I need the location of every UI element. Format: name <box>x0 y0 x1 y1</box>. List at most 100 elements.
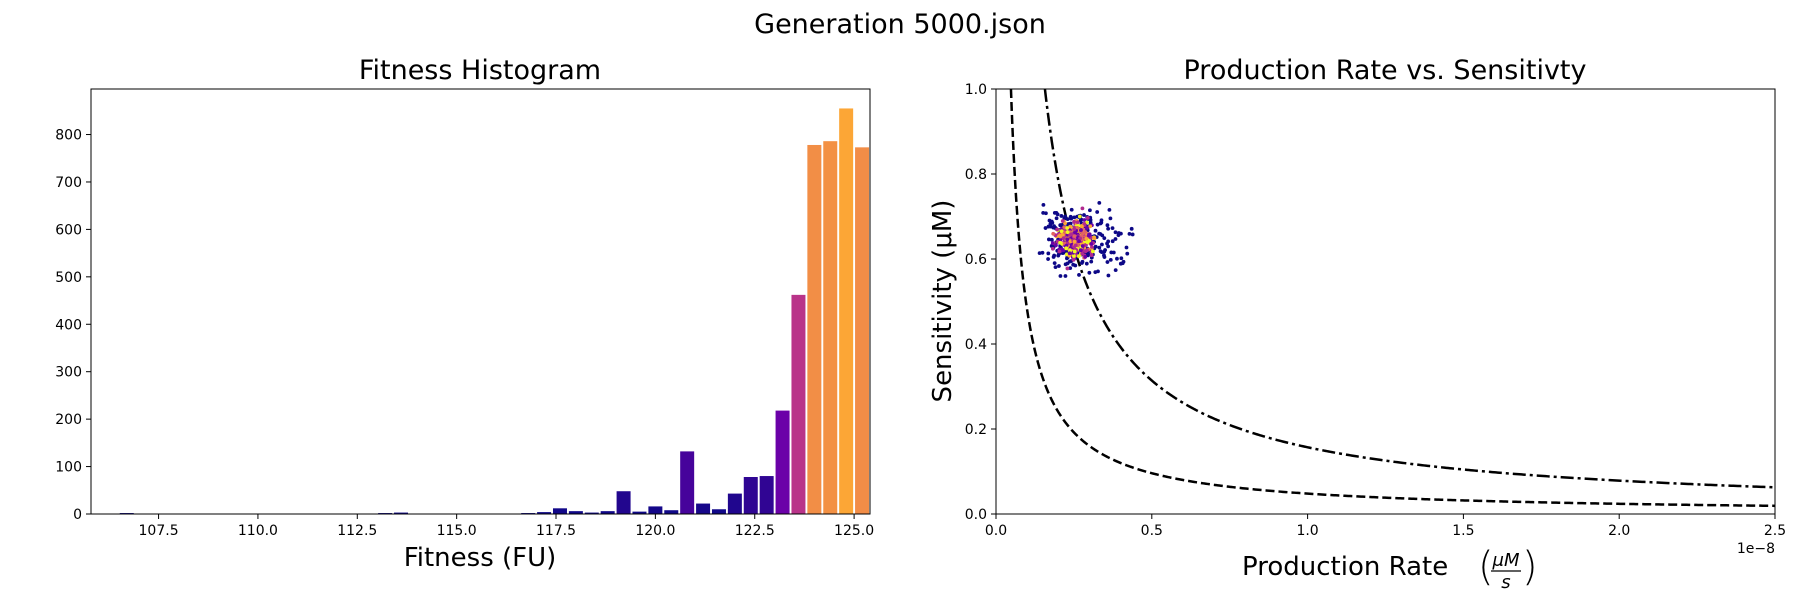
scatter-point <box>1090 249 1095 254</box>
scatter-point <box>1046 257 1050 261</box>
scatter-point <box>1072 249 1077 254</box>
scatter-point <box>1124 245 1129 250</box>
histogram-y-tick-label: 800 <box>55 128 82 144</box>
scatter-point <box>1095 210 1100 214</box>
scatter-x-label-left-paren: ( <box>1478 544 1494 590</box>
scatter-point <box>1050 246 1055 251</box>
scatter-point <box>1090 245 1094 249</box>
scatter-point <box>1098 221 1103 226</box>
scatter-x-tick-label: 1.5 <box>1452 523 1474 539</box>
scatter-point <box>1078 218 1083 223</box>
scatter-point <box>1076 254 1081 259</box>
scatter-point <box>1086 233 1091 238</box>
scatter-x-ticks: 0.0 0.5 1.0 1.5 2.0 2.5 <box>985 514 1786 539</box>
scatter-x-label-unit-denominator: s <box>1501 572 1510 593</box>
scatter-point <box>1105 260 1110 264</box>
histogram-bar-16 <box>711 509 726 514</box>
scatter-point <box>1067 259 1072 264</box>
scatter-point <box>1092 236 1097 241</box>
scatter-point <box>1050 241 1055 246</box>
scatter-point <box>1054 216 1059 221</box>
histogram-x-tick-label: 115.0 <box>437 523 477 539</box>
scatter-point <box>1043 226 1048 230</box>
histogram-axes-frame <box>90 88 871 515</box>
scatter-x-offset-label: 1e−8 <box>1737 541 1775 557</box>
scatter-point <box>1088 208 1092 213</box>
scatter-point <box>1068 225 1072 229</box>
scatter-point <box>1113 237 1118 241</box>
histogram-y-tick-label: 700 <box>55 175 82 191</box>
scatter-point <box>1057 264 1061 268</box>
scatter-point <box>1118 261 1123 266</box>
histogram-bar-10 <box>616 491 631 514</box>
scatter-point <box>1049 219 1054 224</box>
histogram-x-tick-label: 117.5 <box>536 523 576 539</box>
scatter-point <box>1113 268 1118 273</box>
scatter-point <box>1065 226 1070 230</box>
scatter-point <box>1102 253 1106 258</box>
histogram-bar-24 <box>839 108 854 514</box>
histogram-y-tick-label: 100 <box>55 460 82 476</box>
scatter-point <box>1085 216 1090 220</box>
scatter-point <box>1065 237 1070 242</box>
scatter-x-tick-label: 1.0 <box>1296 523 1318 539</box>
scatter-point <box>1044 211 1048 216</box>
scatter-point <box>1097 245 1102 250</box>
histogram-y-tick-label: 500 <box>55 270 82 286</box>
scatter-point <box>1061 236 1066 240</box>
scatter-point <box>1037 251 1042 256</box>
scatter-point <box>1057 249 1062 254</box>
scatter-point <box>1088 224 1093 229</box>
histogram-bar-2 <box>394 512 409 514</box>
scatter-point <box>1069 207 1074 212</box>
scatter-point <box>1055 227 1060 232</box>
scatter-point <box>1049 237 1054 242</box>
histogram-y-tick-label: 400 <box>55 317 82 333</box>
scatter-x-label-right-paren: ) <box>1522 544 1538 590</box>
scatter-point <box>1089 253 1094 258</box>
scatter-point <box>1108 216 1113 221</box>
scatter-point <box>1080 251 1085 256</box>
scatter-point <box>1127 232 1132 236</box>
histogram-bar-13 <box>664 510 679 514</box>
histogram-y-tick-label: 0 <box>73 507 82 523</box>
scatter-y-tick-label: 0.4 <box>965 337 987 353</box>
histogram-bar-18 <box>743 477 758 514</box>
scatter-point <box>1065 217 1070 222</box>
scatter-point <box>1072 239 1077 244</box>
histogram-x-tick-label: 107.5 <box>139 523 179 539</box>
scatter-point <box>1046 251 1051 256</box>
reference-curve-dashdot <box>1043 88 1776 489</box>
scatter-point <box>1106 226 1111 231</box>
production-rate-scatter-panel: Production Rate vs. Sensitivty 0.0 0.5 1.0… <box>928 55 1786 593</box>
histogram-bar-9 <box>600 511 615 514</box>
scatter-point <box>1079 261 1084 265</box>
scatter-x-label-unit-numerator: μM <box>1492 550 1520 571</box>
scatter-point <box>1130 232 1135 237</box>
scatter-point <box>1072 227 1077 231</box>
scatter-point <box>1083 255 1088 259</box>
scatter-point <box>1059 214 1064 218</box>
scatter-point <box>1098 249 1103 254</box>
scatter-point <box>1060 247 1064 252</box>
scatter-point <box>1107 207 1112 212</box>
histogram-title: Fitness Histogram <box>359 55 601 86</box>
scatter-point <box>1051 255 1056 259</box>
scatter-point <box>1095 222 1100 227</box>
scatter-point <box>1084 261 1089 266</box>
scatter-point <box>1080 231 1085 236</box>
histogram-bars <box>119 108 870 515</box>
histogram-x-tick-label: 110.0 <box>238 523 278 539</box>
histogram-bar-25 <box>855 147 870 514</box>
scatter-point <box>1063 274 1068 278</box>
scatter-point <box>1108 257 1113 262</box>
scatter-point <box>1041 202 1046 207</box>
scatter-point <box>1053 265 1058 270</box>
scatter-point <box>1109 250 1114 255</box>
scatter-point <box>1100 242 1104 247</box>
histogram-bar-5 <box>537 512 552 514</box>
scatter-point <box>1088 218 1093 222</box>
histogram-bar-8 <box>584 512 599 514</box>
scatter-title: Production Rate vs. Sensitivty <box>1184 55 1587 86</box>
